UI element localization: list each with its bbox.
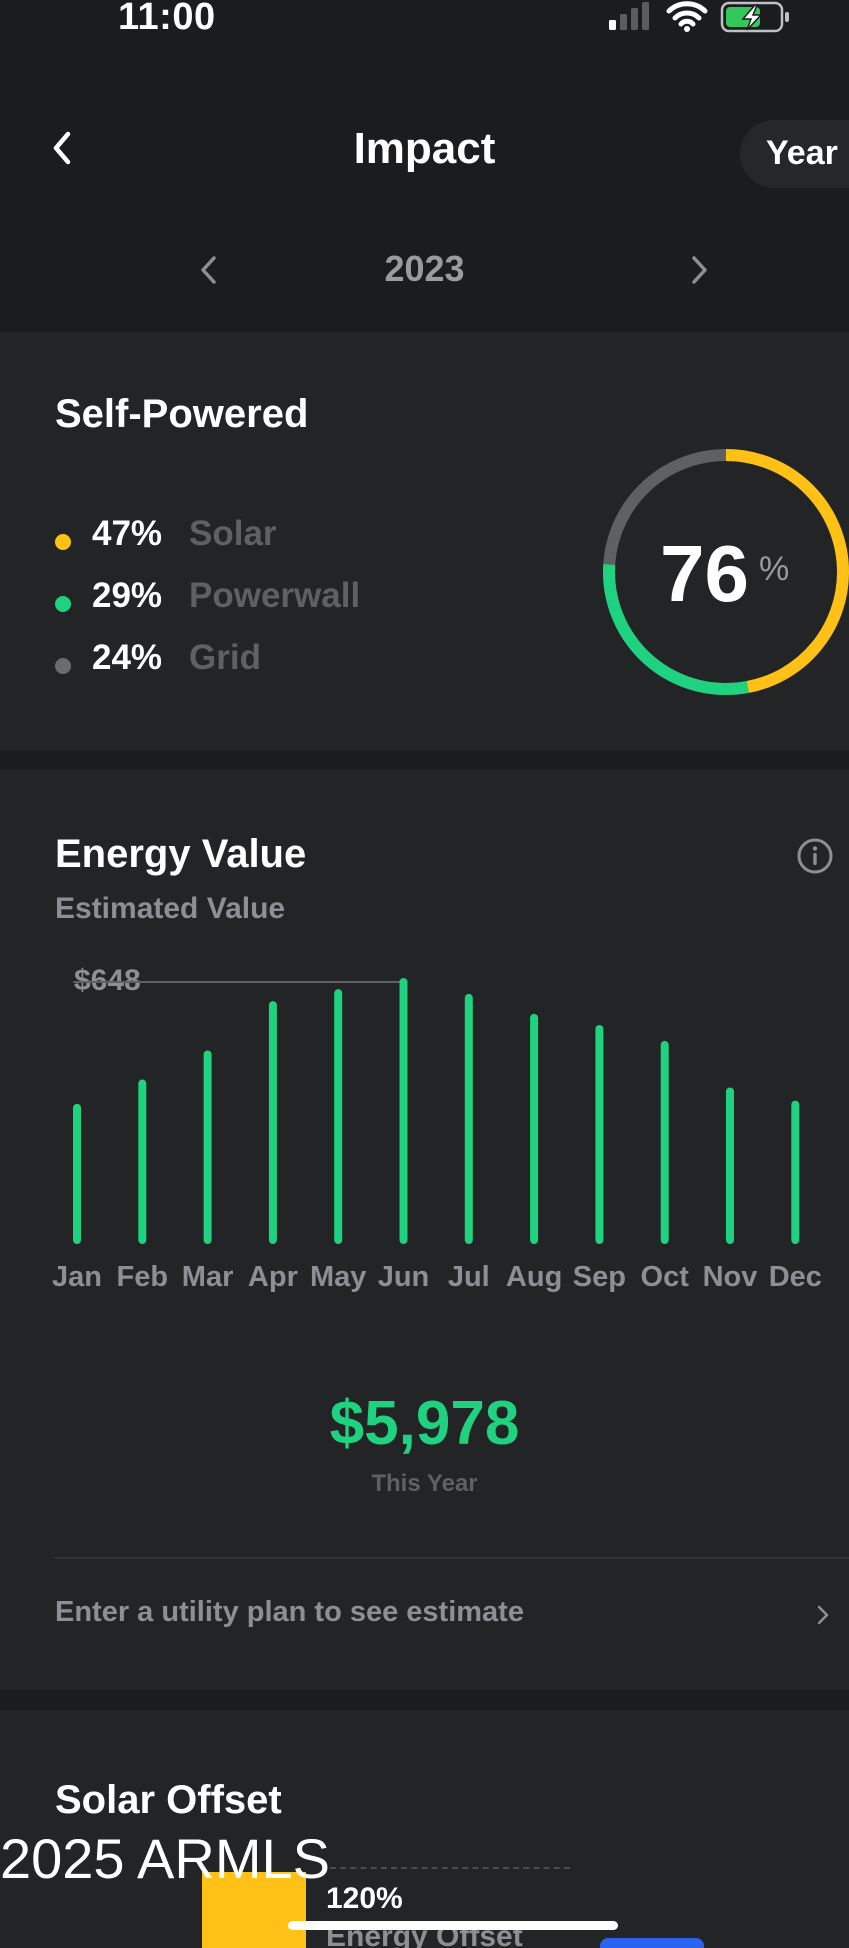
chart-tick-oct: Oct: [641, 1261, 690, 1293]
solar-offset-card: Solar Offset: [0, 1710, 849, 1948]
energy-value-card: Energy Value Estimated Value $648 Jan Feb…: [0, 770, 849, 1690]
solar-offset-pct: 120%: [326, 1882, 403, 1915]
self-powered-value: 76: [660, 529, 749, 618]
period-label: Year: [766, 134, 838, 172]
chevron-left-icon: [201, 256, 216, 284]
energy-value-title: Energy Value: [55, 832, 307, 876]
self-powered-title: Self-Powered: [55, 392, 309, 436]
grid-dot-icon: [55, 658, 71, 674]
donut-powerwall-arc: [603, 449, 849, 695]
energy-value-total: $5,978: [329, 1389, 520, 1458]
legend-powerwall-name: Powerwall: [189, 576, 361, 615]
previous-year-button[interactable]: [190, 250, 230, 290]
chevron-left-icon: [53, 131, 71, 165]
offset-reference-line: [330, 1867, 570, 1869]
divider: [55, 1557, 849, 1559]
chevron-right-icon: [817, 1605, 829, 1625]
legend-powerwall-pct: 29%: [92, 576, 163, 615]
solar-offset-bar: [202, 1872, 306, 1948]
self-powered-card: Self-Powered 47% Solar 29% Powerwall 24%…: [0, 332, 849, 750]
year-selector: 2023: [0, 240, 849, 300]
energy-value-subtitle: Estimated Value: [55, 892, 286, 925]
legend-grid-name: Grid: [189, 638, 261, 677]
self-powered-unit: %: [759, 550, 790, 588]
chart-tick-mar: Mar: [182, 1261, 234, 1293]
chart-tick-apr: Apr: [248, 1261, 298, 1293]
energy-value-chart: Jan Feb Mar Apr May Jun Jul Aug Sep Oct Nov Dec: [52, 978, 822, 1293]
status-bar: 11:00: [0, 0, 849, 50]
donut-solar-arc: [603, 449, 849, 695]
legend-grid-pct: 24%: [92, 638, 163, 677]
chart-tick-jun: Jun: [378, 1261, 430, 1293]
chart-tick-aug: Aug: [506, 1261, 562, 1293]
year-label: 2023: [384, 248, 465, 289]
period-selector-button[interactable]: Year: [740, 120, 849, 188]
status-icons: [609, 0, 829, 34]
watermark: 2025 ARMLS: [0, 1827, 330, 1890]
powerwall-dot-icon: [55, 596, 71, 612]
self-powered-donut: [603, 449, 849, 695]
next-year-button[interactable]: [678, 250, 718, 290]
legend-solar-pct: 47%: [92, 514, 163, 553]
status-time: 11:00: [118, 0, 216, 38]
page-title: Impact: [353, 124, 496, 173]
nav-header: Impact Year: [0, 100, 849, 200]
chart-tick-jul: Jul: [448, 1261, 490, 1293]
battery-charging-icon: [720, 1, 789, 33]
back-button[interactable]: [42, 126, 86, 170]
chart-tick-feb: Feb: [117, 1261, 169, 1293]
chart-tick-sep: Sep: [573, 1261, 626, 1293]
solar-offset-title: Solar Offset: [55, 1778, 282, 1822]
utility-plan-row[interactable]: Enter a utility plan to see estimate: [0, 1560, 849, 1670]
info-button[interactable]: [795, 836, 835, 876]
chart-tick-dec: Dec: [769, 1261, 822, 1293]
chart-max-label: $648: [74, 964, 141, 997]
energy-value-total-caption: This Year: [371, 1470, 478, 1497]
legend-solar-name: Solar: [189, 514, 277, 553]
chart-tick-jan: Jan: [52, 1261, 102, 1293]
home-indicator[interactable]: [288, 1921, 618, 1930]
wifi-icon: [666, 1, 708, 32]
utility-plan-text: Enter a utility plan to see estimate: [55, 1596, 524, 1628]
chart-tick-may: May: [310, 1261, 366, 1293]
info-icon: [797, 838, 833, 874]
chevron-right-icon: [692, 256, 707, 284]
chart-tick-nov: Nov: [703, 1261, 758, 1293]
signal-icon: [609, 2, 649, 30]
solar-dot-icon: [55, 534, 71, 550]
offset-consumption-bar: [600, 1938, 704, 1948]
